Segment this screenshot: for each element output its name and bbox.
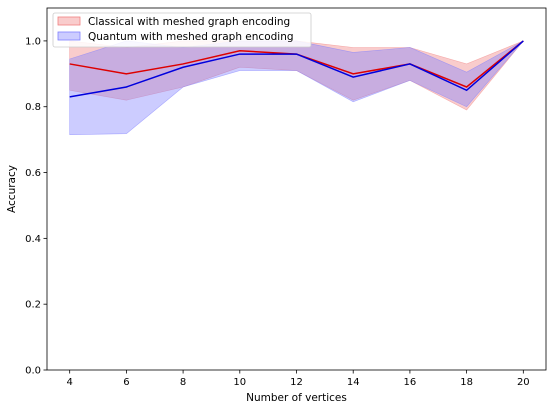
legend-label-quantum: Quantum with meshed graph encoding: [88, 31, 294, 43]
y-axis-ticks: 0.0 0.2 0.4 0.6 0.8 1.0: [25, 36, 47, 377]
y-tick-label: 0.4: [25, 234, 41, 245]
legend-swatch-quantum: [57, 31, 81, 41]
x-tick-label: 18: [460, 377, 473, 388]
x-axis-ticks: 4 6 8 10 12 14 16 18 20: [66, 370, 530, 388]
y-tick-label: 0.0: [25, 366, 41, 377]
x-tick-label: 20: [517, 377, 530, 388]
confidence-bands: [69, 40, 524, 136]
y-tick-label: 0.8: [25, 102, 41, 113]
legend-swatch-classical: [57, 16, 81, 26]
legend: Classical with meshed graph encoding Qua…: [52, 12, 312, 48]
band-quantum: [69, 40, 524, 136]
series-lines: [69, 40, 524, 98]
x-axis-label: Number of vertices: [246, 392, 347, 404]
x-tick-label: 14: [347, 377, 360, 388]
legend-box: [52, 12, 312, 48]
line-quantum: [69, 40, 524, 98]
y-tick-label: 0.2: [25, 300, 41, 311]
y-axis-label: Accuracy: [6, 165, 18, 213]
x-tick-label: 4: [66, 377, 72, 388]
x-tick-label: 16: [404, 377, 417, 388]
legend-label-classical: Classical with meshed graph encoding: [88, 16, 290, 28]
x-tick-label: 10: [233, 377, 246, 388]
y-tick-label: 1.0: [25, 36, 41, 47]
x-tick-label: 8: [180, 377, 186, 388]
x-tick-label: 12: [290, 377, 303, 388]
x-tick-label: 6: [123, 377, 129, 388]
y-tick-label: 0.6: [25, 168, 41, 179]
